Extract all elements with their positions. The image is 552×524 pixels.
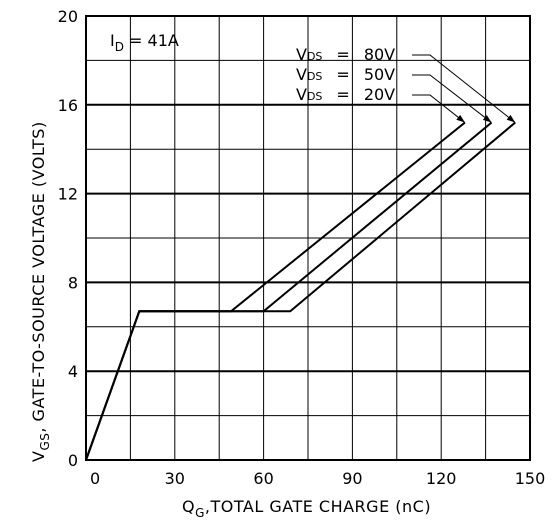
y-tick-label: 0 — [68, 451, 78, 470]
series-label: VDS = 20V — [296, 85, 395, 104]
curves — [85, 121, 516, 461]
x-tick-label: 150 — [515, 469, 546, 488]
arrowhead — [506, 114, 516, 123]
arrowhead — [482, 114, 492, 123]
series-label: VDS = 80V — [296, 45, 395, 64]
arrowhead — [456, 114, 465, 123]
leader-line — [412, 94, 466, 123]
y-tick-label: 20 — [58, 7, 78, 26]
tick-labels: 0 30 60 90 120 150 0 4 8 12 16 20 — [58, 7, 546, 488]
leader-line — [412, 54, 516, 123]
x-tick-label: 30 — [165, 469, 185, 488]
y-tick-label: 12 — [58, 185, 78, 204]
x-tick-label: 0 — [90, 469, 100, 488]
y-tick-label: 8 — [68, 273, 78, 292]
x-axis-label: QG,TOTAL GATE CHARGE (nC) — [182, 497, 431, 520]
x-tick-label: 90 — [342, 469, 362, 488]
y-axis-label: VGS, GATE-TO-SOURCE VOLTAGE (VOLTS) — [29, 121, 52, 462]
series-label: VDS = 50V — [296, 65, 395, 84]
condition-label: ID = 41A — [110, 31, 179, 54]
grid-lines — [86, 16, 530, 460]
x-tick-label: 120 — [426, 469, 457, 488]
series-line — [85, 121, 466, 461]
x-tick-label: 60 — [253, 469, 273, 488]
leader-line — [412, 74, 492, 123]
plot-frame — [85, 15, 531, 461]
y-tick-label: 4 — [68, 362, 78, 381]
y-tick-label: 16 — [58, 96, 78, 115]
